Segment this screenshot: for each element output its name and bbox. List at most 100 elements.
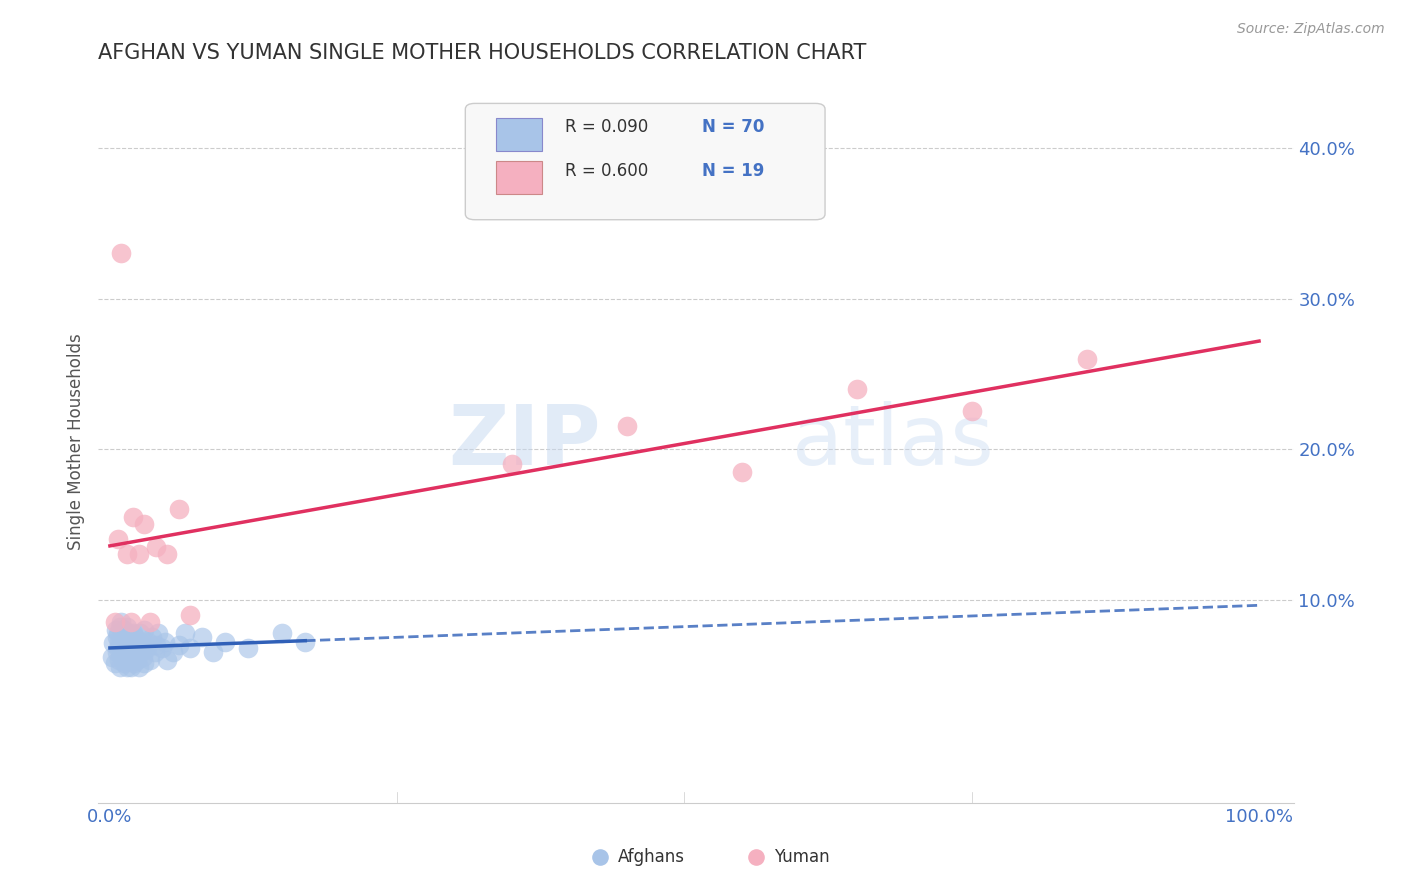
Point [162, 645, 184, 659]
Point [115, 625, 138, 640]
Point [114, 638, 136, 652]
Point [110, 615, 132, 630]
Text: Source: ZipAtlas.com: Source: ZipAtlas.com [1237, 22, 1385, 37]
Point [110, 246, 132, 260]
Point [122, 625, 145, 640]
Point [127, 653, 149, 667]
Point [125, 640, 148, 655]
Point [115, 660, 138, 674]
Point [122, 638, 145, 652]
Point [101, 649, 124, 664]
Point [105, 645, 128, 659]
Point [128, 625, 150, 640]
Point [191, 630, 214, 644]
Point [214, 634, 236, 648]
Point [128, 548, 150, 562]
Text: Yuman: Yuman [773, 848, 830, 866]
Point [731, 465, 754, 479]
Point [122, 509, 145, 524]
Point [104, 623, 127, 637]
Point [105, 630, 128, 644]
Point [156, 653, 179, 667]
Point [111, 630, 134, 644]
Text: Afghans: Afghans [619, 848, 685, 866]
Point [122, 656, 145, 670]
FancyBboxPatch shape [496, 118, 541, 151]
Text: R = 0.600: R = 0.600 [565, 161, 648, 179]
Point [107, 533, 129, 547]
Point [122, 645, 145, 659]
Point [960, 404, 983, 418]
Text: AFGHAN VS YUMAN SINGLE MOTHER HOUSEHOLDS CORRELATION CHART: AFGHAN VS YUMAN SINGLE MOTHER HOUSEHOLDS… [98, 44, 866, 63]
Point [103, 656, 125, 670]
Point [108, 634, 131, 648]
Point [110, 638, 132, 652]
Point [139, 653, 162, 667]
Point [110, 620, 132, 634]
Point [115, 548, 138, 562]
Text: atlas: atlas [792, 401, 993, 482]
Point [135, 640, 157, 655]
Point [124, 648, 146, 663]
Point [124, 630, 146, 644]
Point [156, 548, 179, 562]
Text: N = 70: N = 70 [702, 119, 765, 136]
Y-axis label: Single Mother Households: Single Mother Households [66, 334, 84, 549]
Point [118, 625, 141, 640]
Point [1076, 351, 1098, 366]
Point [294, 634, 316, 648]
Point [134, 623, 156, 637]
Point [108, 653, 131, 667]
Point [121, 653, 143, 667]
Point [179, 640, 201, 655]
Point [581, 856, 603, 871]
Point [103, 636, 125, 650]
Point [117, 653, 139, 667]
Point [179, 607, 201, 622]
Point [121, 634, 143, 648]
Point [112, 623, 135, 637]
Point [110, 660, 132, 674]
Point [120, 615, 142, 630]
Point [145, 540, 167, 554]
Point [731, 856, 754, 871]
Point [236, 640, 259, 655]
Point [107, 625, 129, 640]
Point [115, 649, 138, 664]
Point [103, 615, 125, 630]
Point [271, 625, 294, 640]
Point [111, 640, 134, 655]
Point [616, 419, 638, 434]
Point [153, 634, 176, 648]
Point [134, 517, 156, 532]
Point [115, 640, 138, 655]
Point [115, 620, 138, 634]
Point [120, 660, 142, 674]
Point [167, 638, 190, 652]
Point [117, 633, 139, 648]
Point [845, 382, 868, 396]
Text: N = 19: N = 19 [702, 161, 765, 179]
Point [114, 645, 136, 659]
Point [501, 457, 523, 471]
Point [150, 640, 173, 655]
Point [128, 634, 150, 648]
FancyBboxPatch shape [465, 103, 825, 219]
Point [110, 648, 132, 663]
FancyBboxPatch shape [496, 161, 541, 194]
Point [148, 625, 170, 640]
Point [120, 640, 142, 655]
Point [128, 660, 150, 674]
Point [145, 638, 167, 652]
Point [173, 625, 195, 640]
Text: R = 0.090: R = 0.090 [565, 119, 648, 136]
Point [143, 645, 166, 659]
Point [112, 656, 135, 670]
Point [129, 645, 152, 659]
Point [167, 502, 190, 516]
Point [107, 640, 129, 655]
Point [132, 649, 155, 664]
Point [202, 645, 225, 659]
Point [134, 656, 156, 670]
Point [141, 630, 163, 644]
